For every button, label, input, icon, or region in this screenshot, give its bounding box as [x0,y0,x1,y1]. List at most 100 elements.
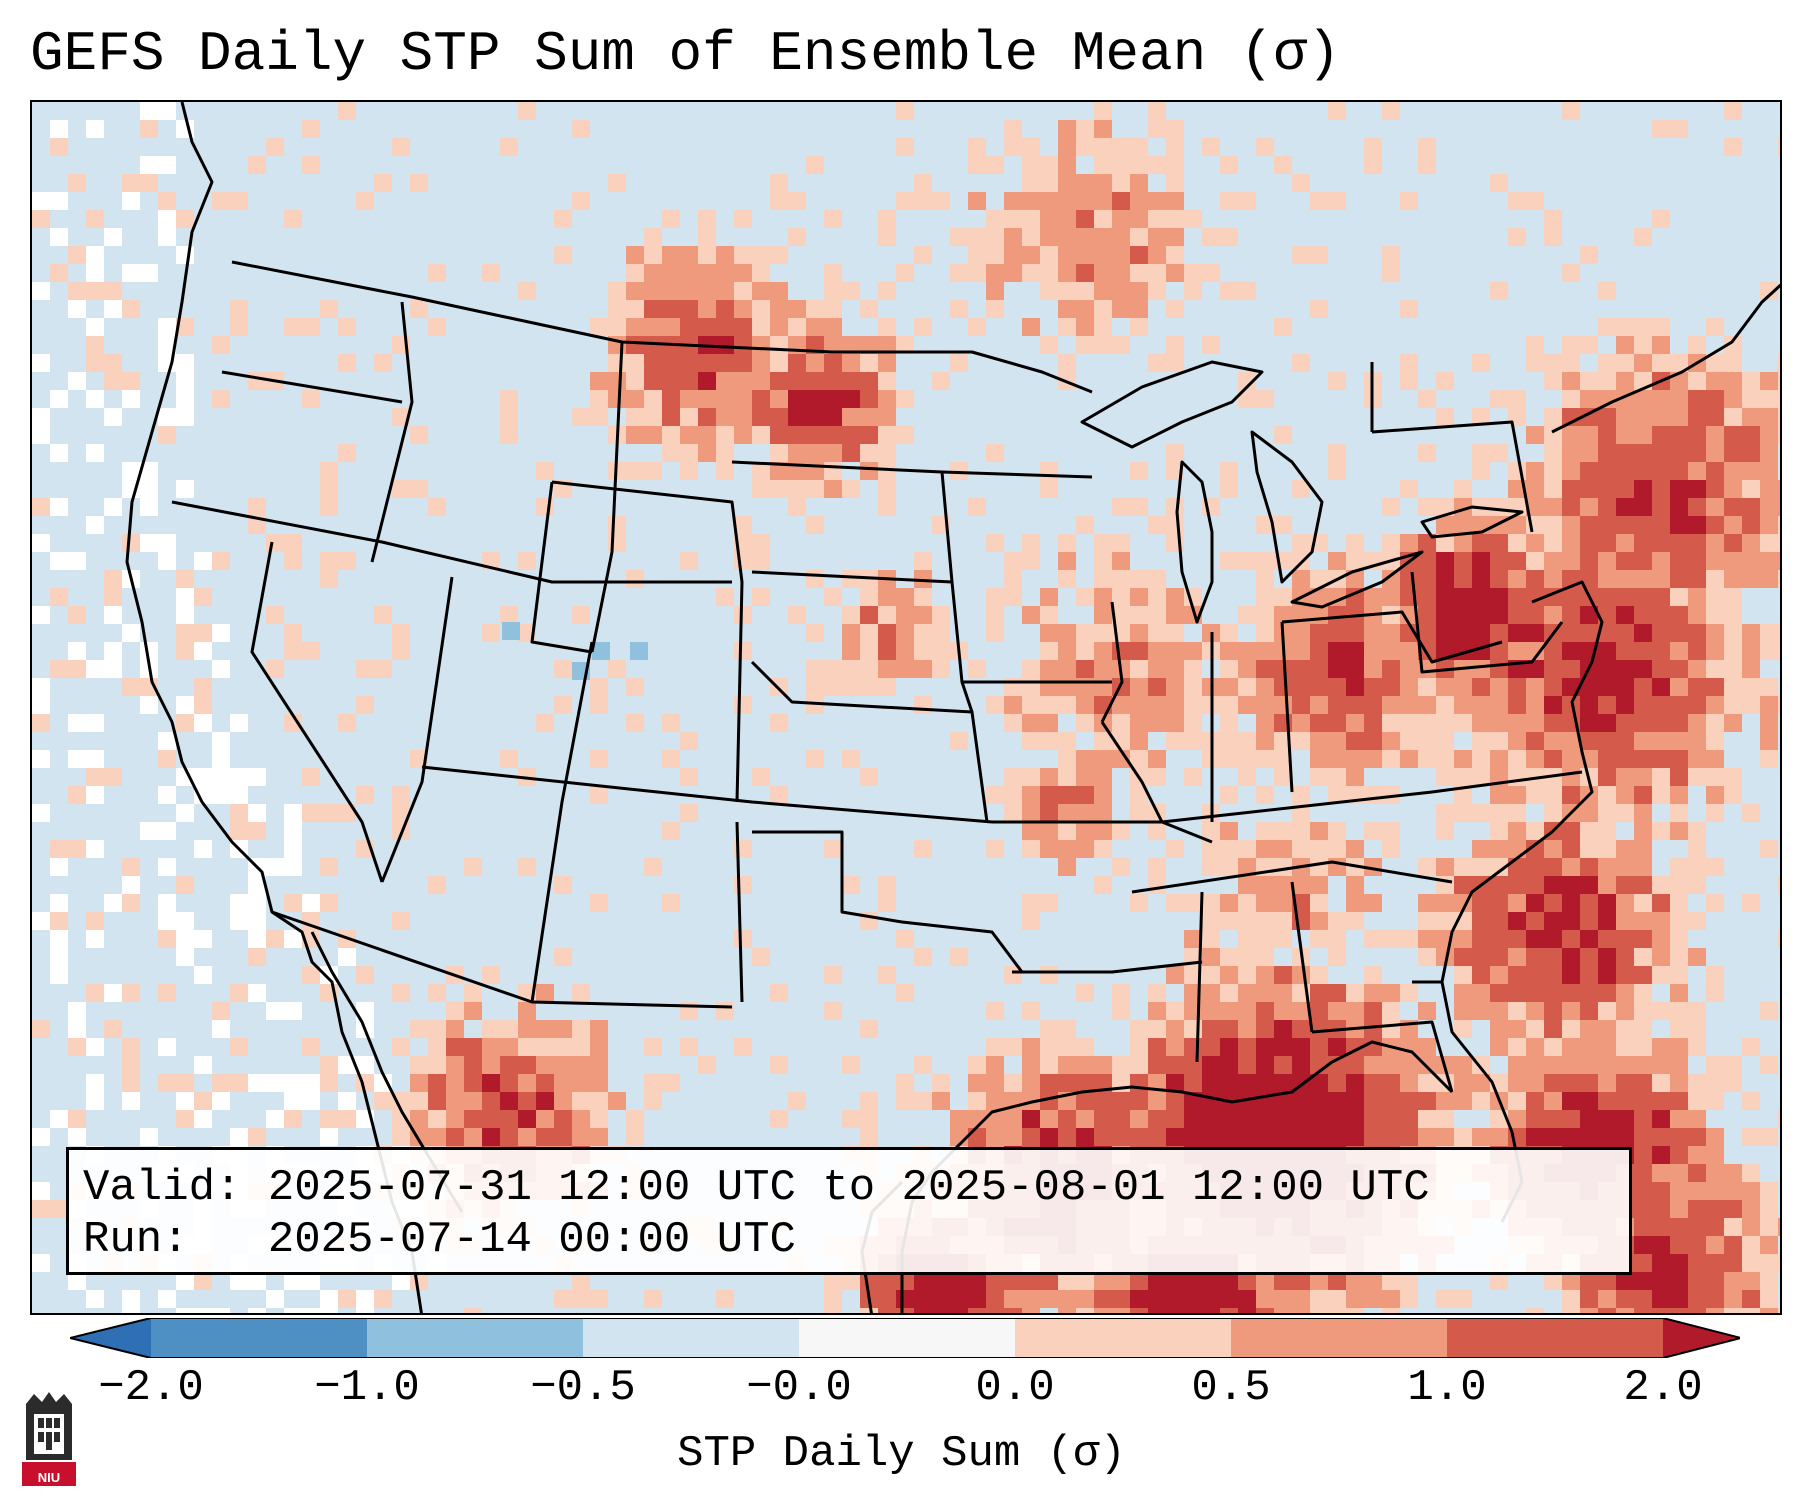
anomaly-cell [1202,858,1220,876]
anomaly-cell [1076,984,1094,1002]
anomaly-cell [32,1020,50,1038]
anomaly-cell [1544,912,1562,930]
anomaly-cell [1040,840,1058,858]
anomaly-cell [1490,912,1508,930]
anomaly-cell [1310,660,1328,678]
anomaly-cell [1148,192,1166,210]
anomaly-cell [590,786,608,804]
anomaly-cell [482,1038,500,1056]
anomaly-cell [1778,1254,1780,1272]
anomaly-cell [1310,678,1328,696]
anomaly-cell [1544,228,1562,246]
anomaly-cell [1328,444,1346,462]
anomaly-cell [662,714,680,732]
anomaly-cell [482,1074,500,1092]
anomaly-cell [1076,300,1094,318]
anomaly-cell [878,588,896,606]
anomaly-cell [626,318,644,336]
anomaly-cell [1058,354,1076,372]
anomaly-cell [1382,1074,1400,1092]
anomaly-cell [1454,696,1472,714]
anomaly-cell [194,624,212,642]
anomaly-cell [1634,1290,1652,1308]
anomaly-cell [1670,534,1688,552]
anomaly-cell [950,300,968,318]
anomaly-cell [1598,696,1616,714]
anomaly-cell [392,1272,410,1290]
anomaly-cell [590,390,608,408]
anomaly-cell [176,804,194,822]
anomaly-cell [1328,1038,1346,1056]
lake-huron-outline [1250,430,1324,584]
anomaly-cell [1472,696,1490,714]
anomaly-cell [1562,894,1580,912]
anomaly-cell [518,1002,536,1020]
anomaly-cell [1634,804,1652,822]
anomaly-cell [1238,1272,1256,1290]
anomaly-cell [1220,1110,1238,1128]
anomaly-cell [806,444,824,462]
anomaly-cell [986,282,1004,300]
anomaly-cell [1454,1020,1472,1038]
anomaly-cell [1652,1182,1670,1200]
anomaly-cell [662,246,680,264]
anomaly-cell [1166,264,1184,282]
anomaly-cell [932,606,950,624]
anomaly-cell [248,894,266,912]
anomaly-cell [32,804,50,822]
anomaly-cell [968,264,986,282]
anomaly-cell [1256,390,1274,408]
anomaly-cell [1148,768,1166,786]
anomaly-cell [986,228,1004,246]
anomaly-cell [842,282,860,300]
anomaly-cell [1760,1218,1778,1236]
anomaly-cell [1238,390,1256,408]
anomaly-cell [1670,1020,1688,1038]
anomaly-cell [1220,480,1238,498]
anomaly-cell [392,642,410,660]
anomaly-cell [1040,1074,1058,1092]
anomaly-cell [1220,552,1238,570]
anomaly-cell [1130,714,1148,732]
anomaly-cell [1616,1290,1634,1308]
anomaly-cell [1310,876,1328,894]
anomaly-cell [1598,804,1616,822]
anomaly-cell [194,966,212,984]
anomaly-cell [302,768,320,786]
anomaly-cell [1076,822,1094,840]
anomaly-cell [1706,678,1724,696]
anomaly-cell [1400,1290,1418,1308]
anomaly-cell [752,588,770,606]
anomaly-cell [716,318,734,336]
anomaly-cell [1760,696,1778,714]
anomaly-cell [1634,786,1652,804]
anomaly-cell [1022,1290,1040,1308]
anomaly-cell [842,480,860,498]
anomaly-cell [1022,822,1040,840]
anomaly-cell [1094,1308,1112,1313]
anomaly-cell [1562,930,1580,948]
anomaly-cell [1076,318,1094,336]
anomaly-cell [1184,282,1202,300]
anomaly-cell [1202,138,1220,156]
anomaly-cell [1112,534,1130,552]
state-border [752,830,1024,973]
anomaly-cell [248,1128,266,1146]
anomaly-cell [1256,876,1274,894]
anomaly-cell [1256,570,1274,588]
anomaly-cell [176,606,194,624]
anomaly-cell [734,210,752,228]
anomaly-cell [1670,732,1688,750]
anomaly-cell [1490,696,1508,714]
anomaly-cell [1148,1074,1166,1092]
anomaly-cell [1094,876,1112,894]
anomaly-cell [1022,804,1040,822]
anomaly-cell [1616,552,1634,570]
anomaly-cell [1274,1272,1292,1290]
anomaly-cell [1418,696,1436,714]
anomaly-cell [1418,858,1436,876]
anomaly-cell [1220,714,1238,732]
anomaly-cell [1490,984,1508,1002]
anomaly-cell [1634,1038,1652,1056]
anomaly-cell [1598,750,1616,768]
